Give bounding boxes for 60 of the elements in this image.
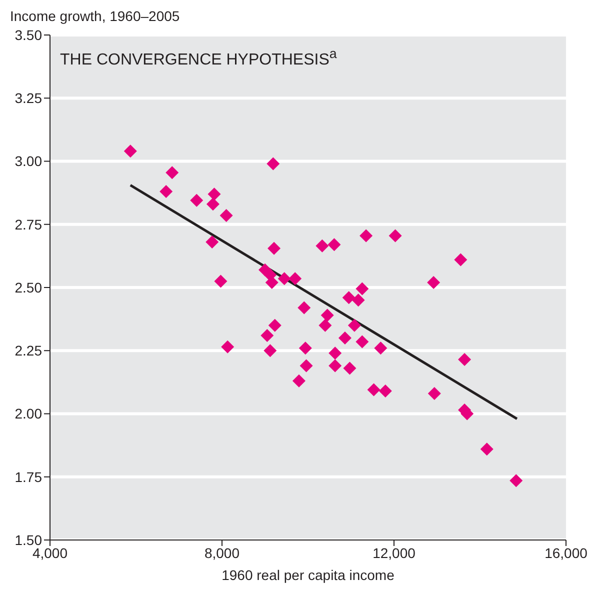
point bbox=[206, 236, 219, 249]
point bbox=[220, 209, 233, 222]
point bbox=[166, 166, 179, 180]
x-tick-label: 16,000 bbox=[544, 544, 588, 561]
point bbox=[428, 387, 441, 400]
point bbox=[378, 384, 392, 398]
x-tick-label: 12,000 bbox=[372, 544, 416, 561]
point bbox=[268, 318, 282, 332]
point bbox=[388, 229, 402, 242]
point bbox=[454, 253, 468, 266]
point bbox=[328, 346, 342, 360]
y-axis-title: Income growth, 1960–2005 bbox=[10, 8, 180, 24]
text: THE CONVERGENCE HYPOTHESIS$^{a}$ bbox=[60, 46, 337, 70]
point bbox=[298, 342, 312, 355]
point bbox=[343, 362, 356, 375]
point bbox=[510, 474, 523, 488]
point bbox=[348, 318, 361, 332]
point bbox=[367, 383, 380, 396]
point bbox=[292, 374, 306, 388]
x-tick-label: 8,000 bbox=[204, 544, 240, 561]
y-tick-label: 1.75 bbox=[14, 468, 42, 485]
point bbox=[300, 359, 313, 372]
point bbox=[124, 144, 137, 158]
y-tick-label: 3.00 bbox=[14, 153, 42, 170]
point bbox=[352, 294, 365, 307]
point bbox=[328, 238, 341, 252]
point bbox=[214, 274, 228, 288]
point bbox=[265, 276, 278, 289]
point bbox=[268, 242, 281, 255]
y-tick-label: 2.75 bbox=[14, 216, 42, 232]
point bbox=[264, 344, 277, 358]
point bbox=[160, 185, 173, 198]
y-tick-label: 2.50 bbox=[14, 279, 42, 296]
point bbox=[260, 328, 274, 342]
point bbox=[288, 272, 302, 286]
point bbox=[298, 301, 311, 314]
point bbox=[328, 359, 342, 372]
point bbox=[320, 308, 334, 322]
point bbox=[356, 282, 369, 296]
point bbox=[360, 229, 373, 242]
point bbox=[266, 157, 280, 170]
point bbox=[278, 272, 291, 286]
y-tick-label: 2.25 bbox=[14, 342, 42, 359]
point bbox=[374, 342, 388, 355]
point bbox=[221, 340, 234, 354]
y-tick-label: 3.25 bbox=[14, 90, 42, 106]
point bbox=[190, 194, 204, 207]
y-tick-label: 3.50 bbox=[14, 26, 42, 43]
point bbox=[480, 442, 494, 456]
y-tick-label: 2.00 bbox=[14, 406, 42, 422]
point bbox=[208, 188, 221, 201]
point bbox=[427, 276, 440, 289]
point bbox=[318, 318, 332, 332]
point bbox=[206, 198, 220, 211]
point bbox=[342, 291, 356, 304]
x-axis-title: 1960 real per capita income bbox=[222, 567, 395, 583]
point bbox=[458, 352, 472, 366]
point bbox=[338, 332, 352, 344]
point bbox=[316, 239, 329, 252]
point bbox=[356, 335, 369, 348]
